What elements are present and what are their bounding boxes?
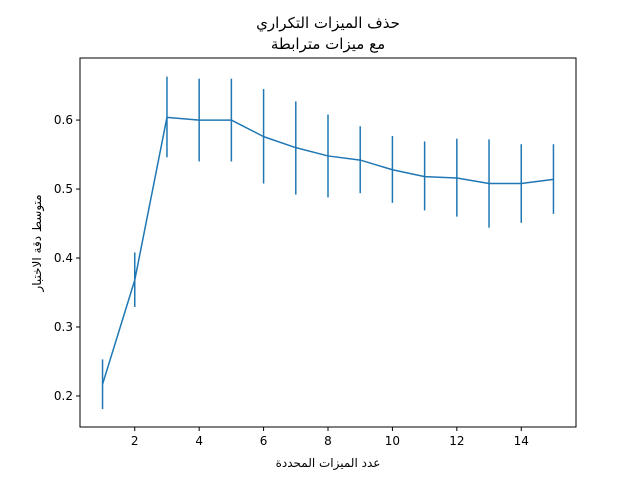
y-axis: 0.2 0.3 0.4 0.5 0.6 bbox=[54, 113, 80, 403]
x-axis: 2 4 6 8 10 12 14 bbox=[131, 427, 529, 448]
x-axis-label: عدد الميزات المحددة bbox=[276, 456, 381, 471]
axes-frame bbox=[79, 57, 577, 428]
y-tick-label: 0.4 bbox=[54, 251, 73, 265]
x-tick-label: 6 bbox=[260, 434, 268, 448]
x-tick-label: 8 bbox=[324, 434, 332, 448]
y-tick-label: 0.3 bbox=[54, 320, 73, 334]
y-tick-label: 0.2 bbox=[54, 389, 73, 403]
x-tick-label: 12 bbox=[449, 434, 464, 448]
x-tick-label: 10 bbox=[385, 434, 400, 448]
y-tick-label: 0.5 bbox=[54, 182, 73, 196]
x-tick-label: 14 bbox=[514, 434, 529, 448]
y-tick-label: 0.6 bbox=[54, 113, 73, 127]
plot-area bbox=[101, 76, 555, 410]
x-tick-label: 2 bbox=[131, 434, 139, 448]
y-axis-label: متوسط دقة الاختبار bbox=[30, 194, 45, 292]
chart-title-line-2: مع ميزات مترابطة bbox=[271, 35, 385, 53]
chart-title-line-1: حذف الميزات التكراري bbox=[256, 14, 400, 33]
x-tick-label: 4 bbox=[195, 434, 203, 448]
series-line bbox=[101, 116, 554, 385]
